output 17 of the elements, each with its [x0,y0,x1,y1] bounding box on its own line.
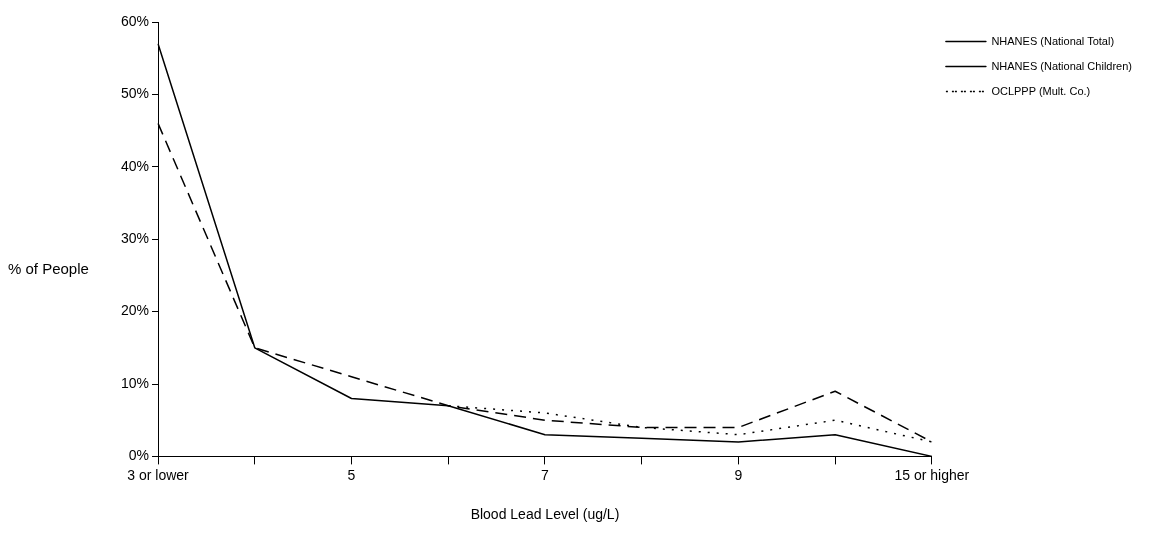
x-tick-label: 9 [734,466,743,483]
y-tick-label: 40% [120,157,150,174]
y-tick-label: 30% [120,230,150,247]
legend-label: OCLPPP (Mult. Co.) [991,84,1091,97]
y-axis-title: % of People [8,259,90,277]
x-tick-label: 15 or higher [894,466,970,483]
legend-label: NHANES (National Total) [991,34,1115,47]
y-tick-label: 10% [120,374,150,391]
y-tick-label: 20% [120,302,150,319]
x-tick-label: 7 [541,466,550,483]
x-tick-label: 5 [347,466,356,483]
y-tick-label: 0% [128,447,150,464]
x-axis-title: Blood Lead Level (ug/L) [470,506,620,523]
legend-label: NHANES (National Children) [991,59,1132,72]
y-tick-label: 60% [120,12,150,29]
y-tick-label: 50% [120,85,150,102]
x-tick-label: 3 or lower [127,466,190,483]
